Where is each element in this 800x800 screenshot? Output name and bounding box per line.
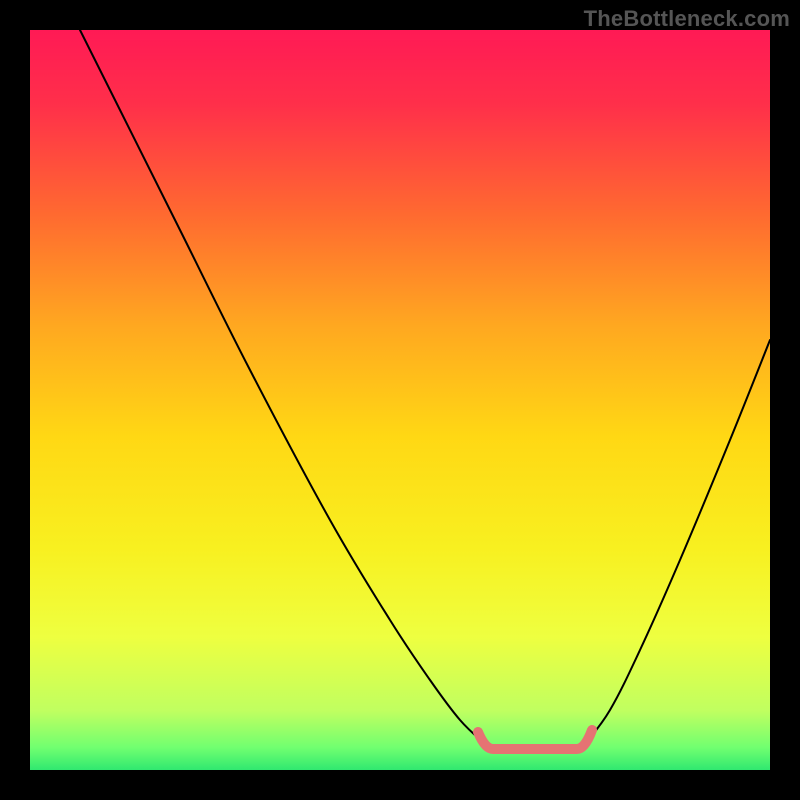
gradient-background bbox=[30, 30, 770, 770]
bottleneck-chart-root: TheBottleneck.com bbox=[0, 0, 800, 800]
watermark-text: TheBottleneck.com bbox=[584, 6, 790, 32]
chart-svg bbox=[30, 30, 770, 770]
chart-area bbox=[30, 30, 770, 770]
